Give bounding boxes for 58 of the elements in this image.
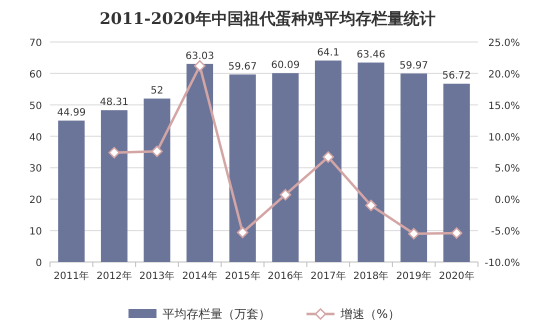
y2-tick-label: -10.0% <box>484 258 520 269</box>
y-tick-label: 50 <box>29 100 42 112</box>
x-tick-label: 2014年 <box>182 270 218 282</box>
bar <box>358 62 384 262</box>
y-tick-label: 10 <box>29 226 42 238</box>
y2-tick-label: 25.0% <box>488 38 520 49</box>
bar <box>100 110 128 262</box>
x-tick-label: 2019年 <box>396 270 432 282</box>
data-label: 59.67 <box>228 61 257 72</box>
point <box>322 151 334 163</box>
x-tick-label: 2015年 <box>224 270 260 282</box>
point <box>236 226 248 238</box>
bar <box>443 84 470 262</box>
y2-tick-label: 5.0% <box>494 164 520 175</box>
bar <box>186 64 214 262</box>
y2-tick-label: 0.0% <box>494 195 520 206</box>
x-tick-label: 2012年 <box>96 270 132 282</box>
x-tick-label: 2013年 <box>139 270 175 282</box>
point <box>365 200 377 212</box>
y2-tick-label: 20.0% <box>488 69 520 80</box>
data-label: 60.09 <box>271 60 300 72</box>
point <box>151 146 163 158</box>
y-tick-label: 60 <box>29 69 42 80</box>
x-tick-label: 2016年 <box>268 270 304 282</box>
data-label: 59.97 <box>399 60 428 72</box>
bar <box>314 60 342 262</box>
bar <box>400 74 428 262</box>
data-label: 52 <box>150 86 164 97</box>
data-label: 63.46 <box>356 50 386 61</box>
x-tick-label: 2020年 <box>438 270 474 282</box>
y-tick-label: 30 <box>29 164 42 175</box>
point <box>450 227 462 239</box>
point <box>108 146 120 158</box>
point <box>280 188 292 200</box>
data-label: 44.99 <box>57 108 86 119</box>
data-label: 56.72 <box>442 70 471 82</box>
data-label: 63.03 <box>185 50 214 62</box>
x-tick-label: 2018年 <box>353 270 389 282</box>
y-tick-label: 40 <box>29 132 42 144</box>
y2-tick-label: -5.0% <box>490 226 520 238</box>
legend-label: 增速（%） <box>340 307 400 321</box>
y-tick-label: 0 <box>36 258 42 269</box>
x-tick-label: 2017年 <box>310 270 346 282</box>
legend-label: 平均存栏量（万套） <box>162 307 270 321</box>
y2-tick-label: 15.0% <box>488 100 520 112</box>
bar <box>229 74 256 262</box>
bar <box>272 73 299 262</box>
point <box>408 228 420 240</box>
y-tick-label: 70 <box>29 38 42 49</box>
chart-title: 2011-2020年中国祖代蛋种鸡平均存栏量统计 <box>100 9 436 28</box>
bar <box>58 120 85 262</box>
y2-tick-label: 10.0% <box>488 132 520 144</box>
y-tick-label: 20 <box>29 195 42 206</box>
bar <box>144 98 170 262</box>
data-label: 48.31 <box>100 97 129 108</box>
x-tick-label: 2011年 <box>54 270 90 282</box>
data-label: 64.1 <box>317 48 340 59</box>
point <box>194 60 206 72</box>
